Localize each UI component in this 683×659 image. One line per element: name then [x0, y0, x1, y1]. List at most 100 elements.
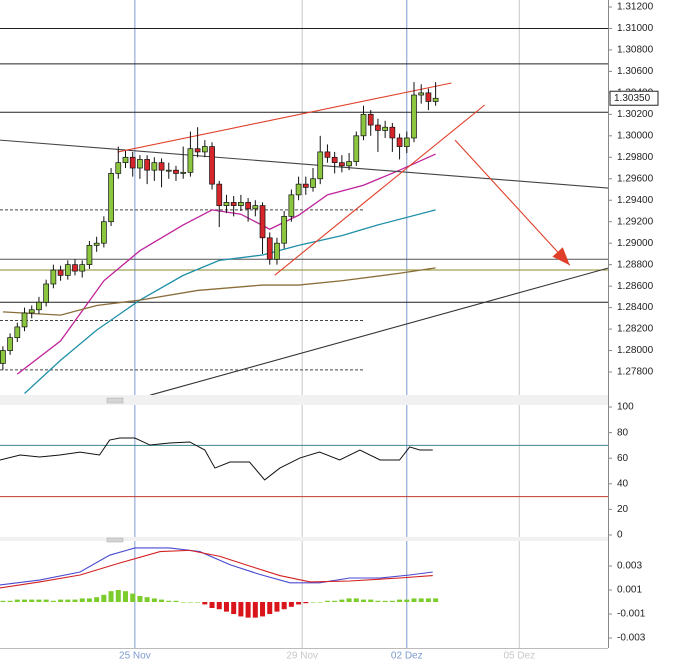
histogram-bar: [317, 602, 323, 603]
panel: [0, 541, 520, 648]
candle-body: [187, 148, 194, 173]
candle-body: [108, 173, 114, 223]
y-tick-label: 1.30200: [617, 109, 654, 120]
y-tick-label: 1.30600: [617, 66, 654, 77]
candle-body: [331, 156, 338, 164]
y-tick-label: 80: [617, 427, 629, 438]
candle-body: [101, 221, 107, 244]
y-tick-label: 1.28600: [617, 281, 654, 292]
last-price-box: [609, 90, 659, 106]
splitter-handle[interactable]: [106, 397, 124, 404]
y-tick-label: 60: [617, 453, 629, 464]
candle-body: [281, 215, 288, 244]
candle-body: [144, 159, 150, 171]
histogram-bar: [115, 589, 121, 603]
candle-body: [403, 137, 410, 147]
histogram-bar: [281, 602, 287, 610]
histogram-bar: [202, 602, 208, 605]
y-tick-label: 1.29200: [617, 216, 654, 227]
y-tick-label: 1.28400: [617, 302, 654, 313]
histogram-bar: [288, 602, 294, 607]
y-tick-label: 1.28800: [617, 259, 654, 270]
y-tick-label: 1.29600: [617, 173, 654, 184]
trend-line: [117, 82, 452, 153]
y-tick-label: 1.30800: [617, 45, 654, 56]
candle-body: [382, 126, 388, 131]
trend-line: [454, 139, 571, 266]
histogram-bar: [339, 599, 345, 603]
histogram-bar: [0, 600, 6, 603]
histogram-bar: [245, 602, 251, 618]
plot-layer: 1.312001.310001.308001.306001.304001.302…: [0, 0, 659, 659]
candle-body: [122, 156, 129, 164]
candle-body: [57, 269, 64, 276]
panel-separator: [0, 395, 608, 405]
candle-body: [194, 148, 201, 153]
histogram-bar: [397, 599, 403, 603]
y-tick-label: -0.001: [617, 609, 646, 620]
candle-body: [266, 237, 273, 260]
candle-body: [425, 92, 432, 102]
candle-body: [360, 113, 367, 137]
y-tick-label: -0.003: [617, 633, 646, 644]
histogram-bar: [310, 602, 316, 603]
histogram-bar: [65, 599, 71, 603]
histogram-bar: [50, 600, 56, 603]
histogram-bar: [404, 599, 410, 603]
candle-body: [158, 162, 165, 171]
histogram-bar: [101, 594, 107, 603]
histogram-bar: [94, 597, 100, 603]
candle-body: [396, 137, 403, 147]
candle-body: [367, 113, 374, 126]
candle-body: [21, 312, 28, 328]
histogram-bar: [79, 598, 85, 603]
candle-body: [0, 350, 6, 364]
candle-body: [151, 162, 158, 171]
histogram-bar: [130, 593, 136, 603]
x-tick-label: 02 Dez: [391, 651, 423, 659]
histogram-bar: [209, 602, 215, 609]
histogram-bar: [368, 599, 374, 603]
indicator-line: [2, 267, 436, 316]
splitter-handle[interactable]: [106, 537, 124, 543]
histogram-bar: [260, 602, 266, 617]
trend-line: [274, 104, 486, 276]
candle-body: [7, 337, 13, 351]
x-tick-label: 05 Dez: [503, 651, 535, 659]
y-tick-label: 0.003: [617, 561, 642, 572]
candle-body: [209, 146, 215, 185]
candle-body: [238, 202, 244, 206]
histogram-bar: [411, 598, 417, 603]
y-tick-label: 0: [617, 530, 623, 541]
candle-body: [245, 202, 251, 210]
panel: [0, 405, 608, 537]
candle-body: [259, 205, 266, 239]
x-tick-label: 25 Nov: [119, 651, 151, 659]
histogram-bar: [173, 600, 179, 603]
y-tick-label: 1.29400: [617, 195, 654, 206]
candle-body: [223, 202, 230, 206]
histogram-bar: [303, 602, 309, 604]
y-tick-label: 1.29800: [617, 152, 654, 163]
histogram-bar: [180, 602, 186, 603]
histogram-bar: [324, 600, 330, 603]
histogram-bar: [137, 596, 143, 603]
y-tick-label: 100: [617, 402, 634, 413]
candle-body: [339, 162, 345, 167]
histogram-bar: [14, 599, 20, 603]
histogram-bar: [86, 598, 92, 603]
y-tick-label: 1.30000: [617, 130, 654, 141]
y-tick-label: 40: [617, 478, 629, 489]
trend-line: [0, 139, 608, 189]
histogram-bar: [433, 598, 439, 603]
candle-body: [50, 269, 57, 285]
histogram-bar: [29, 599, 35, 603]
candle-body: [180, 171, 187, 174]
candle-body: [64, 264, 71, 276]
y-tick-label: 20: [617, 504, 629, 515]
indicator-line: [16, 153, 436, 375]
candle-body: [93, 242, 100, 246]
trend-line: [149, 267, 608, 395]
